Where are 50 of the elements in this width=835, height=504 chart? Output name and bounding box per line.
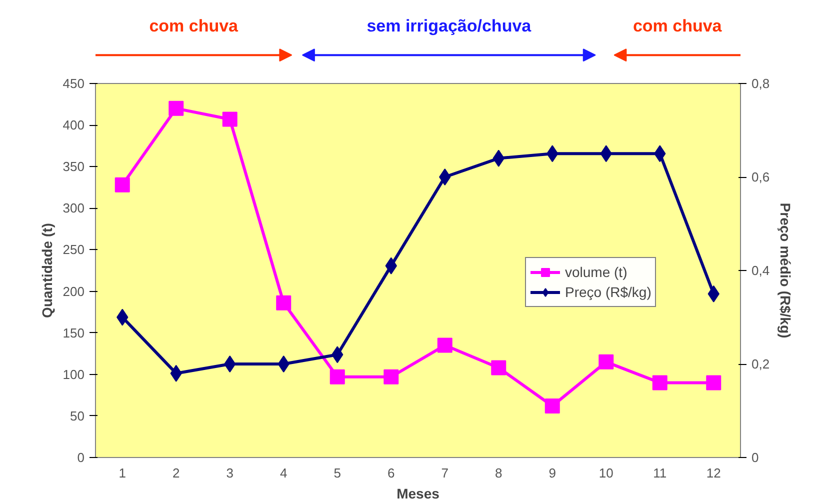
point: [168, 100, 184, 116]
y-tick-label: 450: [62, 76, 85, 91]
y2-tick-label: 0,6: [752, 170, 770, 184]
point: [491, 360, 506, 376]
x-tick-label: 6: [388, 466, 395, 480]
legend-label: Preço (R$/kg): [565, 284, 652, 300]
x-tick-label: 5: [334, 466, 341, 480]
y-tick-label: 200: [62, 284, 85, 299]
point: [330, 369, 345, 384]
x-tick-label: 12: [706, 466, 721, 480]
y2-tick-label: 0,2: [752, 356, 770, 372]
x-tick-label: 9: [548, 466, 556, 480]
text: com chuva: [632, 16, 722, 36]
x-tick-label: 4: [280, 466, 288, 480]
point: [544, 398, 560, 414]
point: [439, 168, 451, 186]
y2-axis-title: Preço médio (R$/kg): [778, 202, 794, 338]
point: [706, 375, 722, 390]
point: [652, 375, 668, 390]
point: [278, 356, 290, 372]
y-tick-label: 300: [62, 200, 85, 216]
point: [384, 369, 399, 384]
x-axis-title: Meses: [396, 486, 440, 502]
y-tick-label: 400: [62, 118, 85, 133]
y-tick-label: 250: [62, 242, 85, 258]
y-tick-label: 50: [70, 408, 85, 424]
y-tick-label: 350: [62, 159, 85, 174]
point: [437, 338, 452, 353]
legend-label: volume (t): [565, 264, 628, 280]
x-tick-label: 7: [441, 466, 448, 480]
y2-tick-label: 0: [752, 450, 759, 465]
point: [598, 354, 614, 370]
y2-tick-label: 0,4: [752, 263, 770, 278]
text: com chuva: [149, 16, 239, 36]
x-tick-label: 11: [653, 466, 667, 480]
y-tick-label: 100: [62, 366, 85, 382]
x-tick-label: 2: [172, 466, 180, 480]
y-tick-label: 0: [77, 450, 85, 465]
point: [114, 177, 130, 192]
text: sem irrigação/chuva: [366, 16, 532, 36]
point: [276, 295, 292, 310]
x-tick-label: 8: [495, 466, 502, 480]
x-tick-label: 1: [118, 466, 126, 480]
x-tick-label: 10: [598, 466, 614, 480]
y2-tick-label: 0,8: [752, 76, 770, 91]
point: [222, 112, 238, 127]
point: [224, 356, 236, 372]
x-tick-label: 3: [226, 466, 234, 480]
y-axis-title: Quantidade (t): [38, 223, 55, 318]
y-tick-label: 150: [62, 325, 85, 340]
